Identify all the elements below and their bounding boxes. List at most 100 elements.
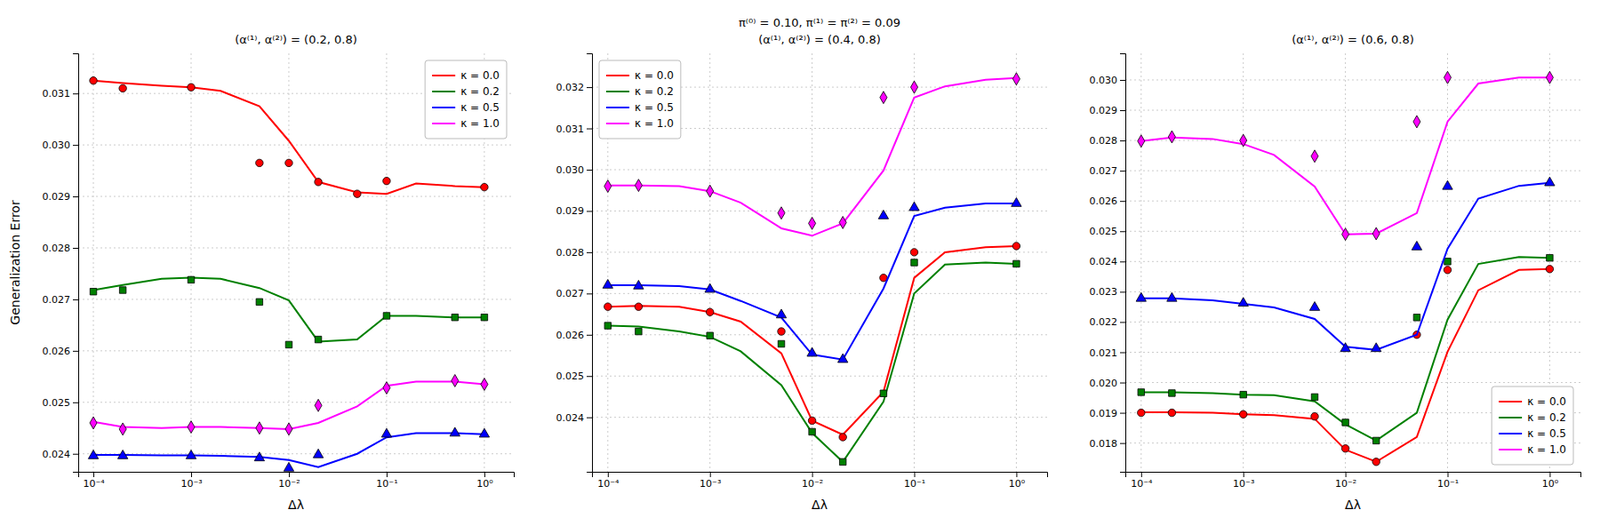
point [451,374,459,387]
point [604,180,612,193]
tick-mark [1120,383,1126,384]
tick-label: 10⁻⁴ [1130,478,1153,490]
line [608,78,1017,236]
point [1167,292,1177,302]
point [314,178,322,186]
tick-label: 10⁰ [1542,478,1560,490]
title: π⁽⁰⁾ = 0.10, π⁽¹⁾ = π⁽²⁾ = 0.09 [738,16,901,30]
line [1141,256,1551,441]
tick: 0.028 [42,242,80,255]
legend: κ = 0.0κ = 0.2κ = 0.5κ = 1.0 [424,60,507,139]
tick: 10⁻² [278,472,300,490]
point [1371,343,1382,352]
point [480,313,488,320]
point [838,353,848,363]
grid-line [811,53,813,472]
legend-swatch [432,90,456,93]
tick-label: 0.023 [1089,286,1119,298]
title: (α⁽¹⁾, α⁽²⁾) = (0.2, 0.8) [234,32,358,47]
tick-label: 10⁻³ [699,478,721,490]
tick: 0.027 [1089,165,1127,177]
tick-label: 10⁻³ [1232,478,1255,490]
legend-label: κ = 1.0 [634,117,674,130]
tick-mark [1448,472,1449,478]
panel: 10⁻⁴10⁻³10⁻²10⁻¹10⁰0.0240.0250.0260.0270… [8,32,515,512]
point [839,433,847,441]
point [1311,393,1318,400]
tick: 10⁻⁴ [1130,472,1153,490]
point [777,207,785,220]
grid-line [1125,200,1581,202]
chart: 10⁻⁴10⁻³10⁻²10⁻¹10⁰0.0240.0250.0260.0270… [0,0,1600,518]
tick-mark [710,472,712,478]
tick: 0.026 [42,345,80,358]
tick: 10⁻³ [1232,472,1255,490]
grid-line [1125,352,1581,353]
tick: 10⁰ [1542,472,1560,490]
tick: 0.029 [1089,104,1127,117]
tick-label: 0.020 [1089,377,1119,390]
point [89,288,96,295]
legend: κ = 0.0κ = 0.2κ = 0.5κ = 1.0 [599,60,681,139]
tick: 0.029 [42,191,80,203]
tick-mark [1120,110,1126,112]
grid-line [1344,53,1346,472]
tick: 0.025 [556,370,593,383]
tick-label: 0.029 [1089,104,1119,117]
point [1168,390,1176,397]
point [1546,254,1553,261]
tick-label: 0.031 [556,123,585,136]
point [480,183,488,191]
point [1168,408,1176,416]
legend-label: κ = 0.0 [634,69,674,82]
point [256,422,264,435]
legend-label: κ = 0.2 [460,85,500,98]
point [1411,240,1422,250]
tick-label: 0.028 [42,242,72,255]
tick-mark [586,169,592,171]
tick-mark [1120,443,1126,445]
point [187,421,195,434]
tick: 10⁻¹ [1437,472,1459,490]
tick-mark [586,87,592,88]
x-axis-label: Δλ [811,497,828,512]
tick-label: 0.029 [42,191,72,203]
tick-label: 0.025 [556,370,585,383]
tick-mark [1120,321,1126,323]
tick-mark [386,472,388,478]
tick-label: 10⁰ [1008,478,1026,490]
tick-mark [586,417,592,419]
tick: 0.020 [1089,377,1127,390]
tick-mark [608,472,609,478]
grid-line [78,298,514,300]
point [634,303,642,311]
line [93,382,485,430]
tick: 0.030 [42,139,80,152]
grid-line [1125,291,1581,293]
grid-line [592,416,1048,418]
grid-line [78,196,514,198]
point [1545,265,1553,273]
x-axis-label: Δλ [1344,497,1361,512]
point [604,303,612,311]
tick: 0.031 [42,88,80,100]
point [880,390,887,397]
point [839,216,847,229]
tick: 0.030 [556,164,593,176]
grid-line [1125,382,1581,384]
point [314,399,322,412]
tick-label: 0.026 [1089,195,1119,208]
tick-mark [1120,200,1126,202]
point [479,428,489,438]
point [1239,410,1247,418]
point [1240,391,1247,398]
tick: 0.029 [556,205,593,217]
tick-mark [1120,261,1126,263]
grid-line [592,251,1048,253]
x-axis: 10⁻⁴10⁻³10⁻²10⁻¹10⁰ [1126,472,1582,490]
point [187,83,195,91]
point [89,416,97,430]
y-axis: 0.0240.0250.0260.0270.0280.0290.0300.031… [556,54,593,473]
tick-label: 0.022 [1089,316,1119,328]
tick-mark [1120,80,1126,81]
